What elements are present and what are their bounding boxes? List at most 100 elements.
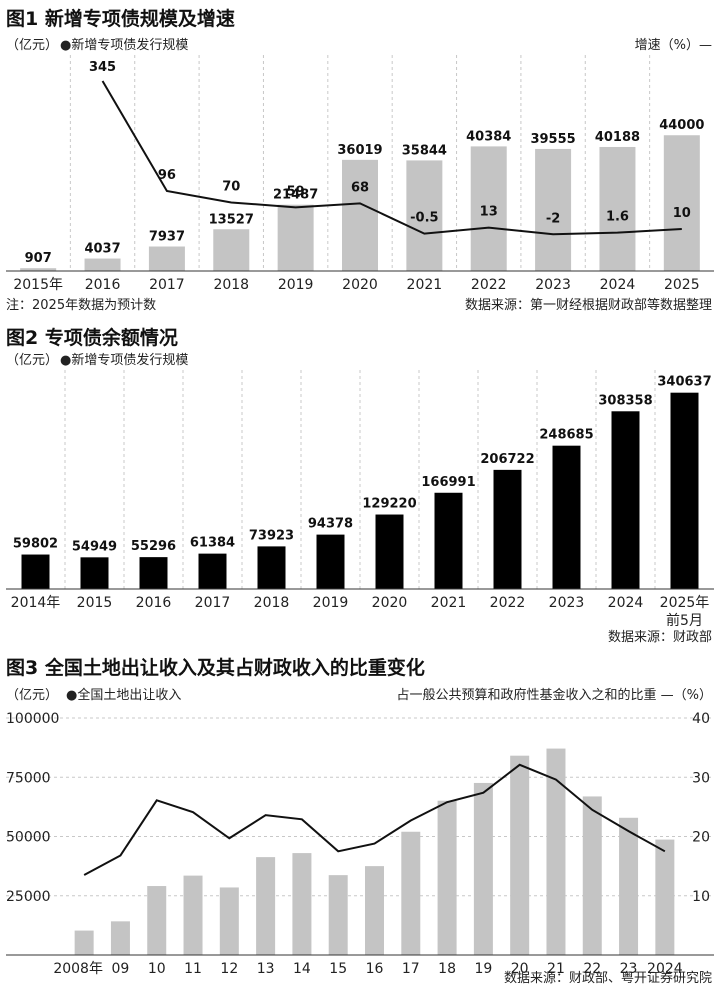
fig1-rate-label: 1.6	[606, 210, 629, 225]
fig3-left-tick-label: 75000	[6, 770, 51, 786]
fig1-rate-label: 13	[480, 205, 498, 220]
fig1-bar	[599, 146, 636, 271]
fig1-rate-label: 70	[222, 179, 240, 194]
fig1-bar	[20, 268, 57, 271]
fig1-bar-value-label: 40188	[595, 130, 640, 145]
fig2-category-label: 2015	[77, 595, 113, 611]
fig3-title: 图3 全国土地出让收入及其占财政收入的比重变化	[6, 656, 425, 679]
fig2-category-label: 前5月	[666, 612, 703, 629]
fig3-category-label: 2008年	[53, 961, 103, 977]
fig1-bar	[277, 204, 314, 271]
fig3-right-axis-label: 占一般公共预算和政府性基金收入之和的比重 —（%）	[397, 687, 713, 703]
fig3-bar	[655, 839, 675, 955]
fig3-category-label: 16	[366, 961, 384, 977]
fig1-category-label: 2016	[85, 277, 121, 293]
fig3-right-tick-label: 40	[692, 711, 710, 727]
fig3-category-label: 22	[583, 961, 601, 977]
fig2-bar-value-label: 340637	[657, 375, 711, 390]
fig1-category-label: 2021	[407, 277, 443, 293]
fig1-bar-value-label: 36019	[337, 143, 382, 158]
fig3-grid	[6, 717, 714, 897]
fig1-bar	[406, 160, 443, 271]
fig2-category-label: 2020	[372, 595, 408, 611]
fig3-right-tick-label: 30	[692, 770, 710, 786]
fig3-category-label: 19	[474, 961, 492, 977]
fig1-category-label: 2020	[342, 277, 378, 293]
fig2-grid	[64, 370, 656, 589]
fig3-category-label: 11	[184, 961, 202, 977]
fig2-bar-value-label: 94378	[308, 517, 353, 532]
figure-2: 图2 专项债余额情况 （亿元） ●新增专项债发行规模 59802 54949 552…	[6, 326, 714, 645]
fig1-category-label: 2018	[213, 277, 249, 293]
fig2-legend: ●新增专项债发行规模	[60, 352, 188, 368]
fig3-bars	[74, 748, 675, 955]
fig2-category-label: 2017	[195, 595, 231, 611]
fig1-bar-value-label: 39555	[530, 132, 575, 147]
fig1-title: 图1 新增专项债规模及增速	[6, 7, 235, 30]
fig1-rate-label: 96	[158, 168, 176, 183]
fig3-bar	[365, 866, 384, 955]
fig3-category-labels: 2008年 09 10 11 12 13 14 15 16 17 18 19 20 21 22 23 2024	[53, 961, 682, 977]
fig2-bar	[552, 445, 581, 589]
fig1-bar-value-label: 21487	[273, 188, 318, 203]
fig3-legend: ●全国土地出让收入	[66, 687, 181, 703]
fig1-bar	[470, 146, 507, 271]
fig2-bar	[493, 469, 522, 589]
fig2-bar	[670, 392, 699, 589]
fig2-labels: 59802 54949 55296 61384 73923 94378 129220 1669…	[13, 375, 712, 555]
fig3-category-label: 15	[329, 961, 347, 977]
fig2-bar	[198, 553, 227, 589]
fig1-labels: 907 4037 7937 13527 21487 36019 35844 40384 3955…	[25, 60, 705, 266]
fig1-note: 注：2025年数据为预计数	[6, 298, 156, 313]
fig1-bar-value-label: 35844	[402, 143, 447, 158]
fig1-category-label: 2023	[535, 277, 571, 293]
fig1-right-axis-label: 增速（%）—	[635, 38, 712, 53]
fig2-category-label: 2019	[313, 595, 349, 611]
fig3-category-label: 12	[220, 961, 238, 977]
fig3-bar	[473, 782, 493, 955]
fig2-category-label: 2022	[490, 595, 526, 611]
fig1-bars	[20, 135, 700, 271]
fig1-bar	[663, 135, 700, 271]
fig1-bar	[84, 258, 121, 271]
fig3-bar	[582, 796, 602, 955]
fig1-legend: ●新增专项债发行规模	[60, 37, 188, 53]
figure-1: 图1 新增专项债规模及增速 （亿元） ●新增专项债发行规模 增速（%）— 907…	[6, 7, 714, 313]
fig2-bar-value-label: 129220	[362, 497, 416, 512]
fig1-category-label: 2025	[664, 277, 700, 293]
fig2-bar	[80, 557, 109, 589]
fig1-bar-value-label: 4037	[84, 242, 120, 257]
fig2-category-label: 2023	[549, 595, 585, 611]
fig2-bar	[434, 492, 463, 589]
fig1-bar-value-label: 40384	[466, 129, 511, 144]
fig1-rate-label: 10	[673, 206, 691, 221]
fig3-category-label: 23	[620, 961, 638, 977]
fig2-bar-value-label: 206722	[480, 452, 534, 467]
fig3-bar	[147, 886, 167, 955]
fig3-ratio-line	[83, 763, 666, 876]
fig2-bar-value-label: 308358	[598, 393, 652, 408]
fig1-category-label: 2022	[471, 277, 507, 293]
fig1-bar	[535, 148, 572, 271]
fig1-rate-label: -2	[546, 211, 560, 226]
fig3-category-label: 18	[438, 961, 456, 977]
fig3-bar	[292, 853, 312, 955]
fig1-rate-label: 345	[89, 60, 116, 75]
fig3-category-label: 17	[402, 961, 420, 977]
fig1-growth-line	[101, 80, 682, 236]
fig2-bar	[139, 557, 168, 589]
fig1-bar	[213, 229, 250, 271]
fig3-category-label: 09	[112, 961, 130, 977]
fig1-grid	[69, 55, 651, 271]
fig2-source: 数据来源：财政部	[608, 630, 712, 645]
fig2-category-label: 2021	[431, 595, 467, 611]
fig3-left-tick-label: 50000	[6, 830, 51, 846]
fig3-bar	[256, 857, 276, 955]
fig1-bar	[342, 159, 378, 271]
fig1-category-label: 2017	[149, 277, 185, 293]
fig3-bar	[110, 921, 130, 955]
fig3-category-label: 20	[511, 961, 529, 977]
fig1-bar-value-label: 907	[25, 251, 52, 266]
fig3-category-label: 2024	[647, 961, 683, 977]
